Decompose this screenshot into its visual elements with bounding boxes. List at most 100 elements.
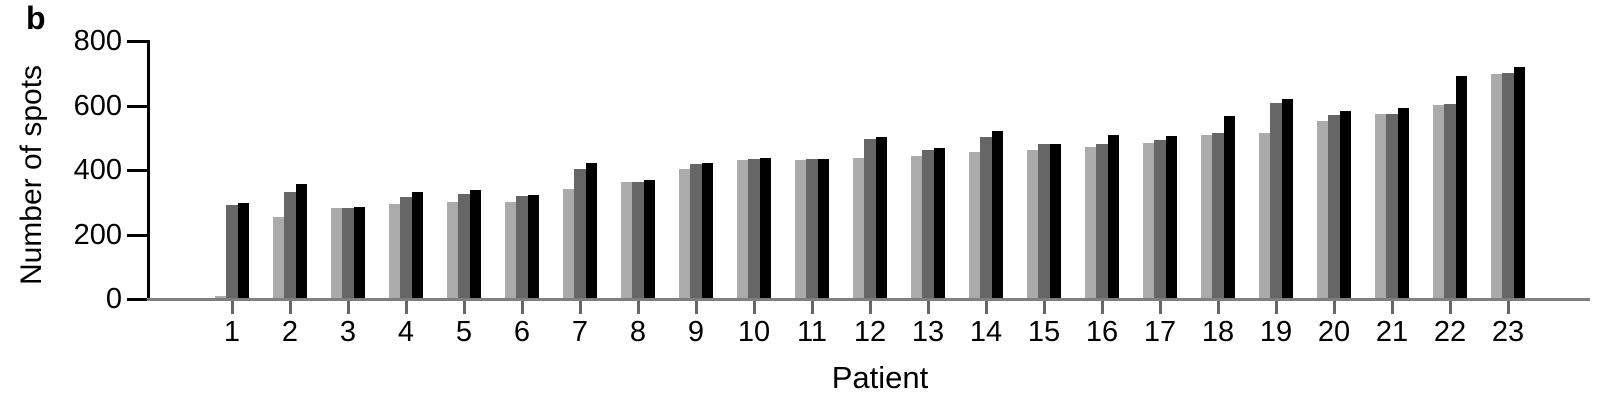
x-tick [810, 301, 814, 314]
x-tick-label: 18 [1201, 316, 1235, 348]
bar-series-1-light-gray [969, 152, 981, 298]
x-tick [868, 301, 872, 314]
bar-series-1-light-gray [389, 204, 401, 298]
bar-series-3-black [1107, 135, 1119, 298]
bar-series-2-dark-gray [690, 164, 702, 298]
x-tick-label: 2 [281, 316, 299, 348]
bar-series-2-dark-gray [458, 194, 470, 298]
x-tick-label: 15 [1027, 316, 1061, 348]
x-tick-label: 8 [629, 316, 647, 348]
bar-series-2-dark-gray [1502, 73, 1514, 298]
bar-series-3-black [1049, 144, 1061, 298]
x-tick-label: 22 [1433, 316, 1467, 348]
x-tick [1100, 301, 1104, 314]
x-tick [462, 301, 466, 314]
bar-series-2-dark-gray [400, 197, 412, 298]
bar-series-2-dark-gray [632, 182, 644, 298]
x-tick-label: 21 [1375, 316, 1409, 348]
bar-series-2-dark-gray [1270, 103, 1282, 298]
y-tick-label: 200 [73, 218, 122, 251]
bar-series-2-dark-gray [806, 159, 818, 298]
y-tick-label: 600 [73, 89, 122, 122]
x-tick [694, 301, 698, 314]
bar-series-2-dark-gray [748, 159, 760, 298]
x-tick [1216, 301, 1220, 314]
y-tick [127, 233, 147, 237]
bar-series-3-black [701, 163, 713, 298]
x-tick [1158, 301, 1162, 314]
bar-series-1-light-gray [1027, 150, 1039, 298]
x-tick [288, 301, 292, 314]
x-tick-label: 23 [1491, 316, 1525, 348]
x-tick [1332, 301, 1336, 314]
x-tick [404, 301, 408, 314]
bar-series-2-dark-gray [1444, 104, 1456, 298]
bar-series-2-dark-gray [284, 192, 296, 298]
y-tick-label: 0 [105, 283, 122, 315]
bar-series-1-light-gray [563, 189, 575, 298]
x-tick [230, 301, 234, 314]
x-tick-label: 17 [1143, 316, 1177, 348]
y-tick-label: 800 [73, 25, 122, 57]
x-tick-label: 1 [223, 316, 241, 348]
x-tick [1448, 301, 1452, 314]
bar-series-3-black [933, 148, 945, 298]
bar-series-1-light-gray [505, 202, 517, 298]
y-axis-line [147, 40, 150, 301]
bar-series-1-light-gray [911, 156, 923, 298]
x-tick [926, 301, 930, 314]
bar-series-3-black [1281, 99, 1293, 298]
bar-series-2-dark-gray [1386, 114, 1398, 298]
bar-series-3-black [1455, 76, 1467, 298]
bar-series-3-black [1165, 136, 1177, 298]
bar-series-3-black [991, 131, 1003, 298]
bar-series-3-black [469, 190, 481, 298]
bar-series-1-light-gray [621, 182, 633, 298]
x-tick-label: 4 [397, 316, 415, 348]
y-tick [127, 169, 147, 172]
bar-series-2-dark-gray [1096, 144, 1108, 298]
bar-series-2-dark-gray [226, 205, 238, 298]
x-tick-label: 11 [796, 316, 828, 348]
x-tick [984, 301, 988, 314]
x-tick [1274, 301, 1278, 314]
bar-series-3-black [353, 207, 365, 298]
x-tick [636, 301, 640, 314]
x-tick-label: 20 [1317, 316, 1351, 348]
bar-series-1-light-gray [1375, 114, 1387, 298]
bar-series-1-light-gray [1085, 147, 1097, 298]
bar-series-3-black [643, 180, 655, 298]
bar-series-3-black [527, 195, 539, 298]
x-axis-line [147, 298, 1590, 301]
bar-series-1-light-gray [1491, 74, 1503, 298]
x-tick [1390, 301, 1394, 314]
x-tick-label: 3 [339, 316, 357, 348]
y-tick [127, 298, 147, 301]
x-tick-label: 14 [969, 316, 1003, 348]
bar-series-2-dark-gray [342, 208, 354, 298]
bar-series-3-black [411, 192, 423, 298]
bar-series-3-black [1513, 67, 1525, 298]
bar-series-1-light-gray [1317, 121, 1329, 298]
x-tick [346, 301, 350, 314]
bar-series-2-dark-gray [574, 169, 586, 298]
bar-series-1-light-gray [679, 169, 691, 298]
bar-series-3-black [817, 159, 829, 298]
x-axis-title: Patient [831, 360, 929, 395]
x-tick-label: 7 [571, 316, 589, 348]
bar-series-3-black [759, 158, 771, 298]
bar-series-2-dark-gray [516, 196, 528, 298]
bar-series-1-light-gray [1259, 133, 1271, 298]
bar-series-3-black [1223, 116, 1235, 298]
bar-series-2-dark-gray [1154, 140, 1166, 298]
bar-series-1-light-gray [795, 160, 807, 298]
bar-series-3-black [295, 184, 307, 298]
x-tick-label: 12 [853, 316, 887, 348]
bar-series-2-dark-gray [1212, 133, 1224, 298]
x-tick-label: 19 [1259, 316, 1293, 348]
bar-series-2-dark-gray [980, 137, 992, 298]
bar-series-1-light-gray [1143, 143, 1155, 298]
x-tick [1042, 301, 1046, 314]
bar-series-1-light-gray [331, 208, 343, 298]
